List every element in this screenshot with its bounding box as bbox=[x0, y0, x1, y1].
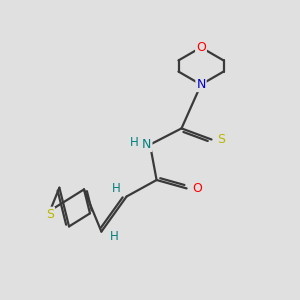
Text: O: O bbox=[196, 41, 206, 54]
Text: S: S bbox=[217, 133, 225, 146]
Text: H: H bbox=[130, 136, 139, 149]
Text: N: N bbox=[142, 138, 152, 151]
Text: S: S bbox=[46, 208, 54, 221]
Text: H: H bbox=[112, 182, 121, 195]
Text: O: O bbox=[192, 182, 202, 195]
Text: N: N bbox=[196, 78, 206, 91]
Text: H: H bbox=[110, 230, 118, 244]
